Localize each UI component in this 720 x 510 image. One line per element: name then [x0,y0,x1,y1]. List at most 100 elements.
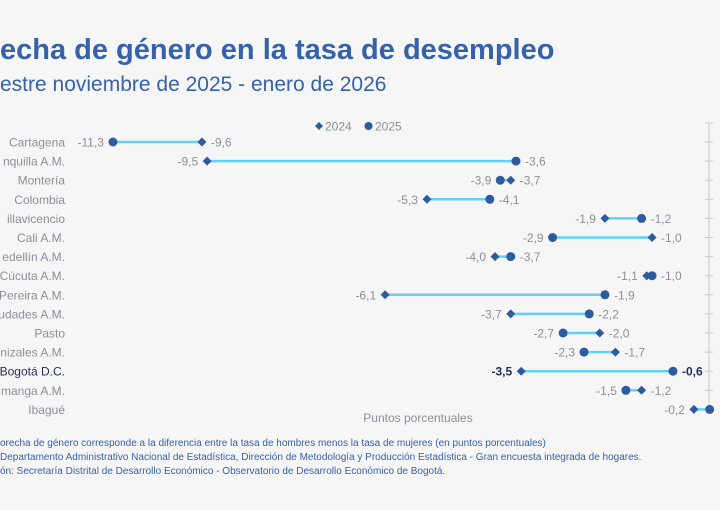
value-label-2025: -4,1 [499,193,520,207]
legend: 2024 2025 [315,120,402,134]
chart-title: echa de género en la tasa de desempleo [0,34,555,66]
marker-2025 [506,252,516,262]
marker-2025 [637,213,647,223]
category-label: Pereira A.M. [0,288,65,302]
legend-label-2024: 2024 [325,120,352,134]
category-label: illavicencio [7,212,65,226]
marker-2025 [647,271,657,281]
row-12: Bogotá D.C. -3,5 -0,6 [0,365,703,379]
category-label: Cartagena [9,136,65,150]
value-label-2025: -3,6 [525,155,546,169]
value-label-2024: -5,3 [397,193,418,207]
legend-diamond-icon [315,122,323,130]
category-label: Ibagué [28,403,65,417]
marker-2024 [202,156,212,166]
row-7: Cúcuta A.M. -1,1 -1,0 [0,269,682,283]
marker-2025 [511,156,521,166]
marker-2025 [705,404,715,414]
row-9: udades A.M. -3,7 -2,2 [0,307,619,321]
category-label: Colombia [14,193,65,207]
legend-label-2025: 2025 [375,120,402,134]
marker-2024 [600,213,610,223]
marker-2024 [490,252,500,262]
category-label: Cúcuta A.M. [0,269,65,283]
value-label-2025: -3,7 [520,250,541,264]
marker-2024 [610,347,620,357]
category-label: Bogotá D.C. [0,365,65,379]
category-label: Cali A.M. [17,231,65,245]
marker-2024 [647,233,657,242]
chart-subtitle: estre noviembre de 2025 - enero de 2026 [0,73,387,96]
category-label: Pasto [34,327,65,341]
marker-2024 [689,404,699,414]
value-label-2024: -1,7 [624,346,645,360]
category-label: nquilla A.M. [3,155,65,169]
marker-2025 [621,385,631,395]
value-label-2025: -2,7 [533,327,554,341]
marker-2024 [506,175,516,185]
x-axis-label: Puntos porcentuales [363,411,472,425]
row-8: Pereira A.M. -6,1 -1,9 [0,288,635,302]
dumbbell-chart: 2024 2025 Cartagena -9,6 -11,3 nquilla A.M.… [0,120,715,425]
marker-2024 [506,309,516,319]
row-2: Montería -3,7 -3,9 [18,174,541,188]
marker-2024 [422,194,432,204]
row-13: manga A.M. -1,2 -1,5 [1,384,672,398]
marker-2025 [558,328,568,338]
value-label-2024: -1,1 [617,269,638,283]
value-label-2024: -6,1 [355,288,376,302]
category-label: nizales A.M. [0,346,65,360]
marker-2025 [108,137,118,147]
marker-2025 [600,290,610,300]
row-3: Colombia -5,3 -4,1 [14,193,520,207]
category-label: edellín A.M. [2,250,65,264]
value-label-2024: -3,7 [481,307,502,321]
row-1: nquilla A.M. -9,5 -3,6 [3,155,546,169]
value-label-2025: -1,9 [614,288,635,302]
footnote-2: Departamento Administrativo Nacional de … [0,452,642,463]
value-label-2024: -4,0 [465,250,486,264]
marker-2024 [595,328,605,338]
value-label-2024: -0,2 [664,403,685,417]
value-label-2024: -9,5 [177,155,198,169]
row-6: edellín A.M. -4,0 -3,7 [2,250,540,264]
row-4: illavicencio -1,9 -1,2 [7,212,672,226]
value-label-2025: -3,9 [471,174,492,188]
category-label: udades A.M. [0,307,65,321]
value-label-2024: -1,2 [651,384,672,398]
value-label-2025: -2,9 [523,231,544,245]
value-label-2025: -11,3 [77,136,104,150]
category-label: Montería [18,174,66,188]
marker-2025 [495,175,505,185]
row-11: nizales A.M. -1,7 -2,3 [0,346,645,360]
axis [705,122,713,414]
value-label-2025: -1,0 [661,269,682,283]
value-label-2025: -2,3 [554,346,575,360]
value-label-2024: -1,9 [575,212,596,226]
category-label: manga A.M. [1,384,65,398]
legend-circle-icon [364,122,373,130]
row-5: Cali A.M. -1,0 -2,9 [17,231,682,245]
footnote-3: ón: Secretaría Distrital de Desarrollo E… [0,466,446,477]
marker-2024 [197,137,207,147]
row-10: Pasto -2,0 -2,7 [34,327,629,341]
marker-2025 [579,347,589,357]
marker-2025 [668,366,678,376]
row-14: Ibagué -0,2 [28,403,715,417]
marker-2025 [548,233,558,242]
value-label-2024: -1,0 [661,231,682,245]
marker-2025 [584,309,594,319]
value-label-2024: -9,6 [211,136,232,150]
value-label-2025: -2,2 [598,307,619,321]
value-label-2024: -3,7 [520,174,541,188]
footnotes: orecha de género corresponde a la difere… [0,437,718,479]
footnote-1: orecha de género corresponde a la difere… [0,438,546,449]
value-label-2025: -1,5 [596,384,617,398]
marker-2025 [485,194,495,204]
value-label-2024: -2,0 [609,327,630,341]
marker-2024 [516,366,526,376]
value-label-2025: -1,2 [651,212,672,226]
value-label-2025: -0,6 [682,365,703,379]
row-0: Cartagena -9,6 -11,3 [9,136,232,150]
value-label-2024: -3,5 [492,365,513,379]
